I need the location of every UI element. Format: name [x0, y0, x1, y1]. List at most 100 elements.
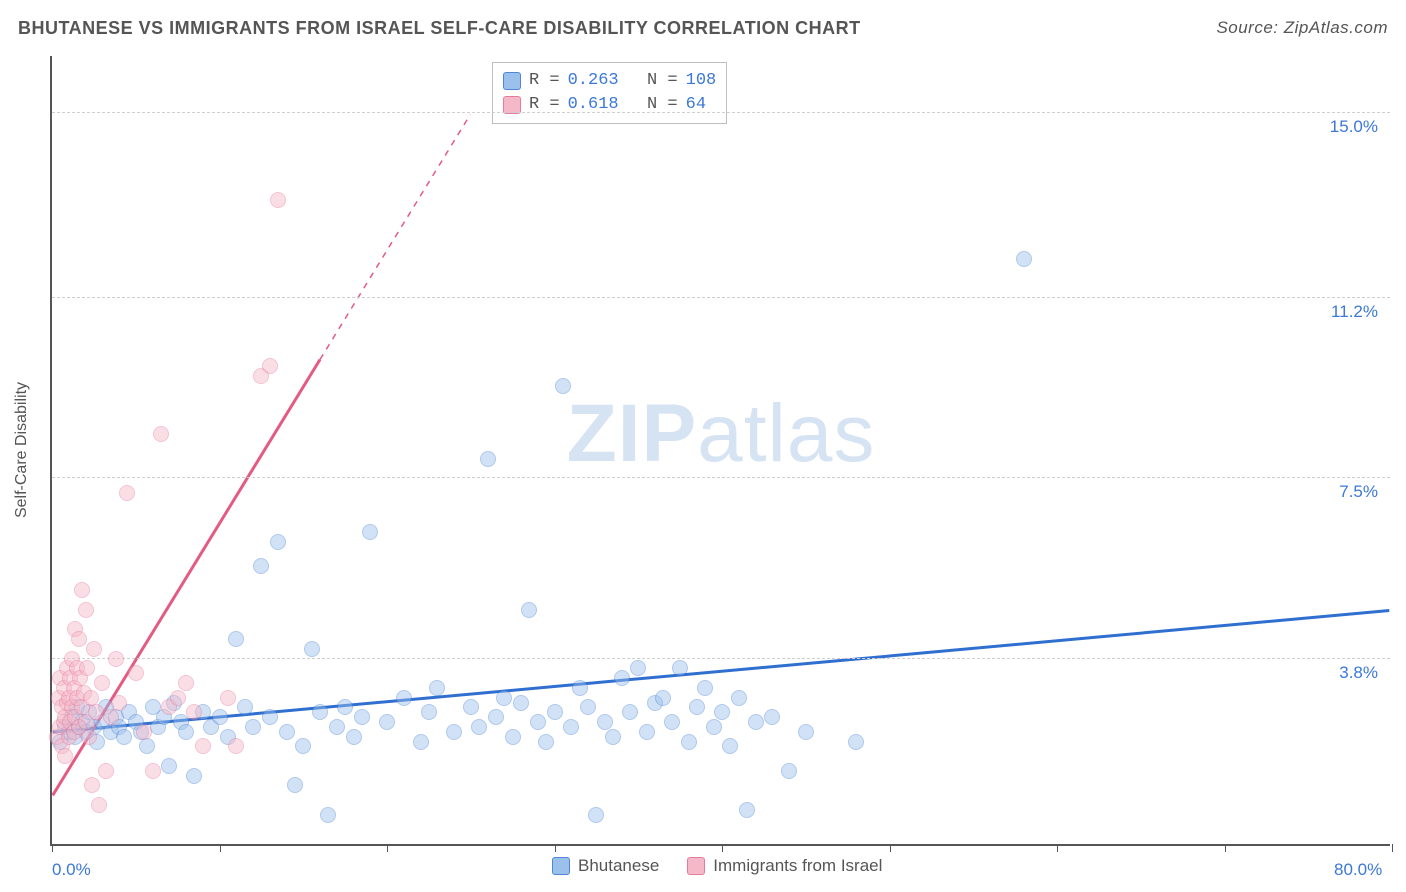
data-point: [689, 699, 705, 715]
data-point: [57, 748, 73, 764]
chart-title: BHUTANESE VS IMMIGRANTS FROM ISRAEL SELF…: [18, 18, 861, 39]
gridline: [52, 477, 1390, 478]
data-point: [52, 670, 68, 686]
data-point: [555, 378, 571, 394]
data-point: [848, 734, 864, 750]
data-point: [79, 660, 95, 676]
correlation-legend: R = 0.263 N = 108R = 0.618 N = 64: [492, 62, 727, 124]
data-point: [62, 670, 78, 686]
data-point: [51, 690, 67, 706]
data-point: [83, 690, 99, 706]
data-point: [421, 704, 437, 720]
data-point: [513, 695, 529, 711]
data-point: [781, 763, 797, 779]
data-point: [413, 734, 429, 750]
legend-item: Immigrants from Israel: [687, 856, 882, 876]
data-point: [54, 699, 70, 715]
data-point: [605, 729, 621, 745]
legend-label: Bhutanese: [578, 856, 659, 876]
gridline: [52, 658, 1390, 659]
x-tick: [890, 844, 891, 852]
data-point: [173, 714, 189, 730]
data-point: [59, 695, 75, 711]
data-point: [731, 690, 747, 706]
data-point: [170, 690, 186, 706]
data-point: [67, 709, 83, 725]
y-axis-label: Self-Care Disability: [13, 382, 31, 518]
data-point: [505, 729, 521, 745]
data-point: [521, 602, 537, 618]
x-tick: [722, 844, 723, 852]
data-point: [91, 797, 107, 813]
data-point: [69, 690, 85, 706]
data-point: [630, 660, 646, 676]
data-point: [396, 690, 412, 706]
data-point: [69, 699, 85, 715]
data-point: [166, 695, 182, 711]
data-point: [748, 714, 764, 730]
x-tick: [52, 844, 53, 852]
data-point: [697, 680, 713, 696]
data-point: [86, 719, 102, 735]
legend-row: R = 0.618 N = 64: [503, 93, 716, 117]
scatter-plot-area: Self-Care Disability ZIPatlas R = 0.263 …: [50, 56, 1390, 846]
data-point: [57, 709, 73, 725]
data-point: [764, 709, 780, 725]
data-point: [563, 719, 579, 735]
data-point: [56, 714, 72, 730]
data-point: [84, 777, 100, 793]
data-point: [52, 719, 68, 735]
data-point: [49, 729, 65, 745]
data-point: [116, 729, 132, 745]
data-point: [262, 709, 278, 725]
watermark-light: atlas: [697, 388, 875, 479]
data-point: [203, 719, 219, 735]
data-point: [195, 738, 211, 754]
data-point: [161, 758, 177, 774]
gridline: [52, 112, 1390, 113]
data-point: [178, 724, 194, 740]
data-point: [672, 660, 688, 676]
data-point: [614, 670, 630, 686]
data-point: [622, 704, 638, 720]
data-point: [52, 734, 68, 750]
data-point: [245, 719, 261, 735]
y-tick-label: 7.5%: [1339, 482, 1378, 502]
data-point: [538, 734, 554, 750]
data-point: [133, 724, 149, 740]
data-point: [655, 690, 671, 706]
legend-swatch: [687, 857, 705, 875]
data-point: [706, 719, 722, 735]
data-point: [111, 719, 127, 735]
data-point: [488, 709, 504, 725]
data-point: [681, 734, 697, 750]
data-point: [270, 534, 286, 550]
data-point: [81, 704, 97, 720]
data-point: [64, 699, 80, 715]
data-point: [145, 699, 161, 715]
x-axis-min: 0.0%: [52, 860, 91, 880]
y-tick-label: 11.2%: [1331, 302, 1378, 322]
data-point: [647, 695, 663, 711]
data-point: [639, 724, 655, 740]
data-point: [178, 675, 194, 691]
data-point: [228, 738, 244, 754]
chart-header: BHUTANESE VS IMMIGRANTS FROM ISRAEL SELF…: [18, 18, 1388, 39]
x-tick: [1392, 844, 1393, 852]
data-point: [56, 680, 72, 696]
data-point: [237, 699, 253, 715]
data-point: [72, 670, 88, 686]
data-point: [220, 729, 236, 745]
data-point: [346, 729, 362, 745]
data-point: [530, 714, 546, 730]
data-point: [312, 704, 328, 720]
data-point: [81, 729, 97, 745]
data-point: [108, 709, 124, 725]
data-point: [94, 675, 110, 691]
data-point: [94, 714, 110, 730]
data-point: [67, 621, 83, 637]
data-point: [295, 738, 311, 754]
data-point: [54, 738, 70, 754]
data-point: [496, 690, 512, 706]
data-point: [103, 709, 119, 725]
